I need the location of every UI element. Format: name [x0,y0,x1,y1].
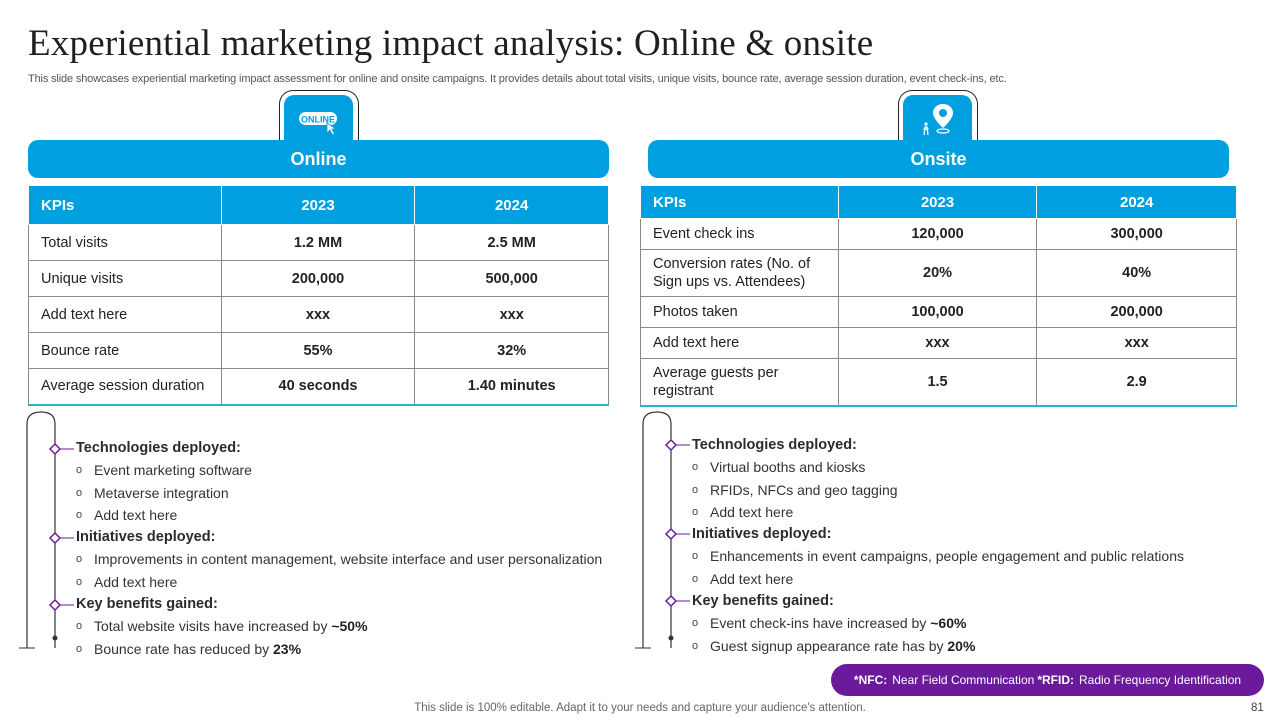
list-item: Add text here [692,568,1184,591]
onsite-details-list: Technologies deployed: Virtual booths an… [692,434,1184,657]
initiatives-heading: Initiatives deployed: [692,526,832,543]
value-cell: 1.40 minutes [414,368,609,405]
value-cell: 200,000 [1036,296,1237,328]
value-cell: 2.5 MM [414,224,609,261]
onsite-header-bar: Onsite [648,140,1229,178]
table-row: Average session duration 40 seconds 1.40… [28,368,609,405]
list-item: RFIDs, NFCs and geo tagging [692,479,1184,502]
list-item: Event check-ins have increased by ~60% [692,612,1184,635]
value-cell: 200,000 [220,260,416,297]
table-row: Photos taken 100,000 200,000 [640,296,1237,328]
table-row: Add text here xxx xxx [640,327,1237,359]
nfc-label: *NFC: [853,673,888,687]
table-header-row: KPIs 2023 2024 [640,185,1237,219]
kpi-cell: Average session duration [28,368,222,405]
kpi-cell: Conversion rates (No. of Sign ups vs. At… [640,249,839,297]
online-icon-label: ONLINE [300,115,334,125]
column-header-2023: 2023 [220,185,416,225]
table-row: Average guests per registrant 1.5 2.9 [640,358,1237,406]
table-row: Conversion rates (No. of Sign ups vs. At… [640,249,1237,297]
list-item: Add text here [76,504,602,527]
list-item: Virtual booths and kiosks [692,456,1184,479]
column-header-2024: 2024 [1036,185,1237,219]
rfid-label: *RFID: [1037,673,1074,687]
value-cell: 32% [414,332,609,369]
benefits-heading: Key benefits gained: [76,596,218,613]
value-cell: 120,000 [837,218,1038,250]
table-row: Add text here xxx xxx [28,296,609,333]
online-header-bar: Online [28,140,609,178]
column-header-kpis: KPIs [28,185,222,225]
slide-title: Experiential marketing impact analysis: … [28,23,874,64]
online-details-list: Technologies deployed: Event marketing s… [76,437,602,660]
table-header-row: KPIs 2023 2024 [28,185,609,225]
kpi-cell: Total visits [28,224,222,261]
value-cell: 2.9 [1036,358,1237,406]
initiatives-heading: Initiatives deployed: [76,529,216,546]
benefit-value: 20% [947,637,976,654]
benefits-heading: Key benefits gained: [692,593,834,610]
kpi-cell: Event check ins [640,218,839,250]
value-cell: 500,000 [414,260,609,297]
benefit-text: Bounce rate has reduced by [94,640,274,657]
onsite-kpi-table: KPIs 2023 2024 Event check ins 120,000 3… [640,185,1237,407]
online-icon-tab: ONLINE [279,90,359,148]
online-badge-icon: ONLINE [298,112,337,136]
list-item: Improvements in content management, webs… [76,548,602,571]
list-item: Add text here [76,571,602,594]
footnote-pill: *NFC: Near Field Communication *RFID: Ra… [831,664,1264,696]
tech-heading: Technologies deployed: [692,437,857,453]
slide-subtitle: This slide showcases experiential market… [28,73,1007,85]
list-item: Metaverse integration [76,482,602,505]
value-cell: 1.5 [837,358,1038,406]
onsite-icon-tab [898,90,978,148]
value-cell: xxx [414,296,609,333]
rfid-text: Radio Frequency Identification [1078,673,1242,687]
list-item: Event marketing software [76,459,602,482]
value-cell: xxx [220,296,416,333]
value-cell: 300,000 [1036,218,1237,250]
benefit-text: Total website visits have increased by [94,618,332,635]
kpi-cell: Photos taken [640,296,839,328]
value-cell: 100,000 [837,296,1038,328]
list-item: Add text here [692,501,1184,524]
value-cell: 40 seconds [220,368,416,405]
page-number: 81 [1251,702,1264,714]
kpi-cell: Average guests per registrant [640,358,839,406]
benefit-value: 23% [273,640,302,657]
benefit-text: Guest signup appearance rate has by [710,637,948,654]
column-header-kpis: KPIs [640,185,839,219]
tech-heading: Technologies deployed: [76,440,241,456]
kpi-cell: Unique visits [28,260,222,297]
value-cell: 20% [837,249,1038,297]
value-cell: 1.2 MM [220,224,416,261]
kpi-cell: Add text here [28,296,222,333]
onsite-timeline [630,408,690,653]
table-row: Unique visits 200,000 500,000 [28,260,609,297]
column-header-2024: 2024 [414,185,609,225]
benefit-value: ~60% [930,615,967,632]
nfc-text: Near Field Communication [892,673,1035,687]
table-row: Event check ins 120,000 300,000 [640,218,1237,250]
table-row: Bounce rate 55% 32% [28,332,609,369]
kpi-cell: Bounce rate [28,332,222,369]
online-kpi-table: KPIs 2023 2024 Total visits 1.2 MM 2.5 M… [28,185,609,406]
list-item: Guest signup appearance rate has by 20% [692,635,1184,658]
list-item: Bounce rate has reduced by 23% [76,638,602,661]
value-cell: 55% [220,332,416,369]
table-row: Total visits 1.2 MM 2.5 MM [28,224,609,261]
online-timeline [14,408,74,653]
value-cell: xxx [837,327,1038,359]
value-cell: 40% [1036,249,1237,297]
benefit-value: ~50% [331,618,368,635]
location-pin-icon [922,104,953,136]
benefit-text: Event check-ins have increased by [710,615,931,632]
column-header-2023: 2023 [837,185,1038,219]
footer-note: This slide is 100% editable. Adapt it to… [414,702,866,714]
kpi-cell: Add text here [640,327,839,359]
value-cell: xxx [1036,327,1237,359]
list-item: Total website visits have increased by ~… [76,615,602,638]
list-item: Enhancements in event campaigns, people … [692,545,1184,568]
